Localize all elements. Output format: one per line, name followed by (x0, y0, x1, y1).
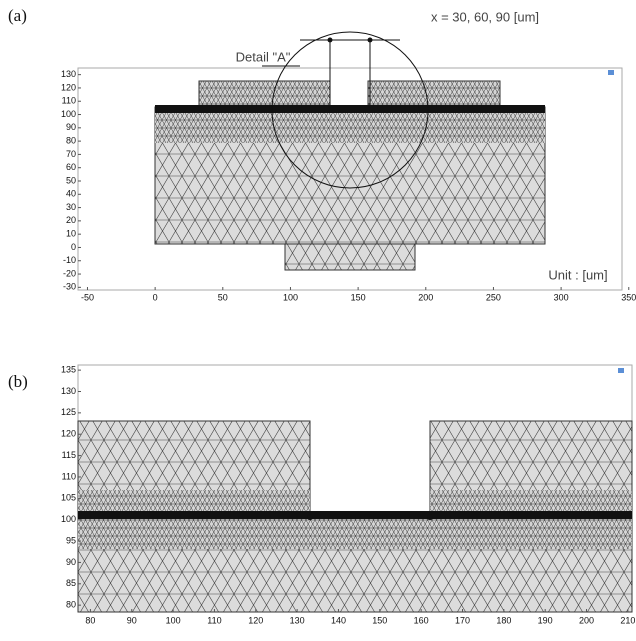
y-tick-label: 135 (61, 365, 76, 375)
y-tick-label: 105 (61, 493, 76, 503)
arrow-head (367, 37, 373, 43)
y-tick-label: 130 (61, 69, 76, 79)
y-tick-label: 70 (66, 149, 76, 159)
y-tick-label: 110 (62, 96, 76, 106)
y-tick-label: 120 (61, 429, 76, 439)
y-tick-label: -30 (63, 282, 76, 292)
y-tick-label: 90 (66, 557, 76, 567)
x-tick-label: 210 (620, 615, 635, 625)
y-tick-label: -20 (63, 268, 76, 278)
thin-layer (155, 105, 545, 113)
left-pad (198, 80, 331, 108)
x-tick-label: 250 (486, 292, 501, 302)
x-tick-label: 0 (153, 292, 158, 302)
x-tick-label: 350 (621, 292, 636, 302)
annotation: x = 30, 60, 90 [um] (431, 9, 539, 24)
y-tick-label: 130 (61, 386, 76, 396)
y-tick-label: 80 (66, 135, 76, 145)
corner (307, 514, 313, 520)
y-tick-label: 80 (66, 600, 76, 610)
x-tick-label: 140 (331, 615, 346, 625)
x-tick-label: 200 (418, 292, 433, 302)
panel-label: (a) (8, 6, 27, 25)
y-tick-label: 115 (62, 450, 76, 460)
corner (427, 514, 433, 520)
x-tick-label: -50 (81, 292, 94, 302)
y-tick-label: 100 (61, 109, 76, 119)
panel-label: (b) (8, 372, 28, 391)
x-tick-label: 200 (579, 615, 594, 625)
x-tick-label: 150 (351, 292, 366, 302)
right-pad (367, 80, 501, 108)
detail-label: Detail "A" (236, 49, 291, 64)
dense-mesh (78, 519, 632, 549)
y-tick-label: 60 (66, 162, 76, 172)
y-tick-label: 90 (66, 122, 76, 132)
x-tick-label: 100 (166, 615, 181, 625)
y-tick-label: -10 (63, 255, 76, 265)
x-tick-label: 90 (127, 615, 137, 625)
y-tick-label: 85 (66, 578, 76, 588)
y-tick-label: 40 (66, 189, 76, 199)
x-tick-label: 110 (207, 615, 221, 625)
y-tick-label: 20 (66, 215, 76, 225)
panel-b: (b) (8, 364, 633, 613)
y-tick-label: 10 (66, 229, 76, 239)
thin-layer (78, 511, 632, 519)
x-tick-label: 100 (283, 292, 298, 302)
y-tick-label: 0 (71, 242, 76, 252)
x-tick-label: 130 (290, 615, 305, 625)
x-tick-label: 300 (554, 292, 569, 302)
panel-a: (a) x = 30, 60, 90 [um] Detail "A" Unit … (8, 6, 623, 291)
bottom-block (284, 243, 416, 271)
x-tick-label: 190 (538, 615, 553, 625)
y-tick-label: 125 (61, 407, 76, 417)
arrow-head (327, 37, 333, 43)
x-tick-label: 160 (414, 615, 429, 625)
dense-mesh (155, 113, 545, 143)
x-tick-label: 80 (85, 615, 95, 625)
y-tick-label: 50 (66, 175, 76, 185)
y-tick-label: 30 (66, 202, 76, 212)
y-tick-label: 120 (61, 82, 76, 92)
x-tick-label: 120 (248, 615, 263, 625)
dense-mesh (430, 490, 632, 512)
x-tick-label: 50 (218, 292, 228, 302)
icon (618, 368, 624, 373)
x-tick-label: 170 (455, 615, 470, 625)
y-tick-label: 100 (61, 514, 76, 524)
x-tick-label: 150 (372, 615, 387, 625)
detail-circle (271, 31, 429, 189)
y-tick-label: 110 (62, 471, 76, 481)
y-tick-label: 95 (66, 535, 76, 545)
x-tick-label: 180 (496, 615, 511, 625)
unit-label: Unit : [um] (548, 267, 607, 282)
icon (608, 70, 614, 75)
dense-mesh (78, 490, 310, 512)
